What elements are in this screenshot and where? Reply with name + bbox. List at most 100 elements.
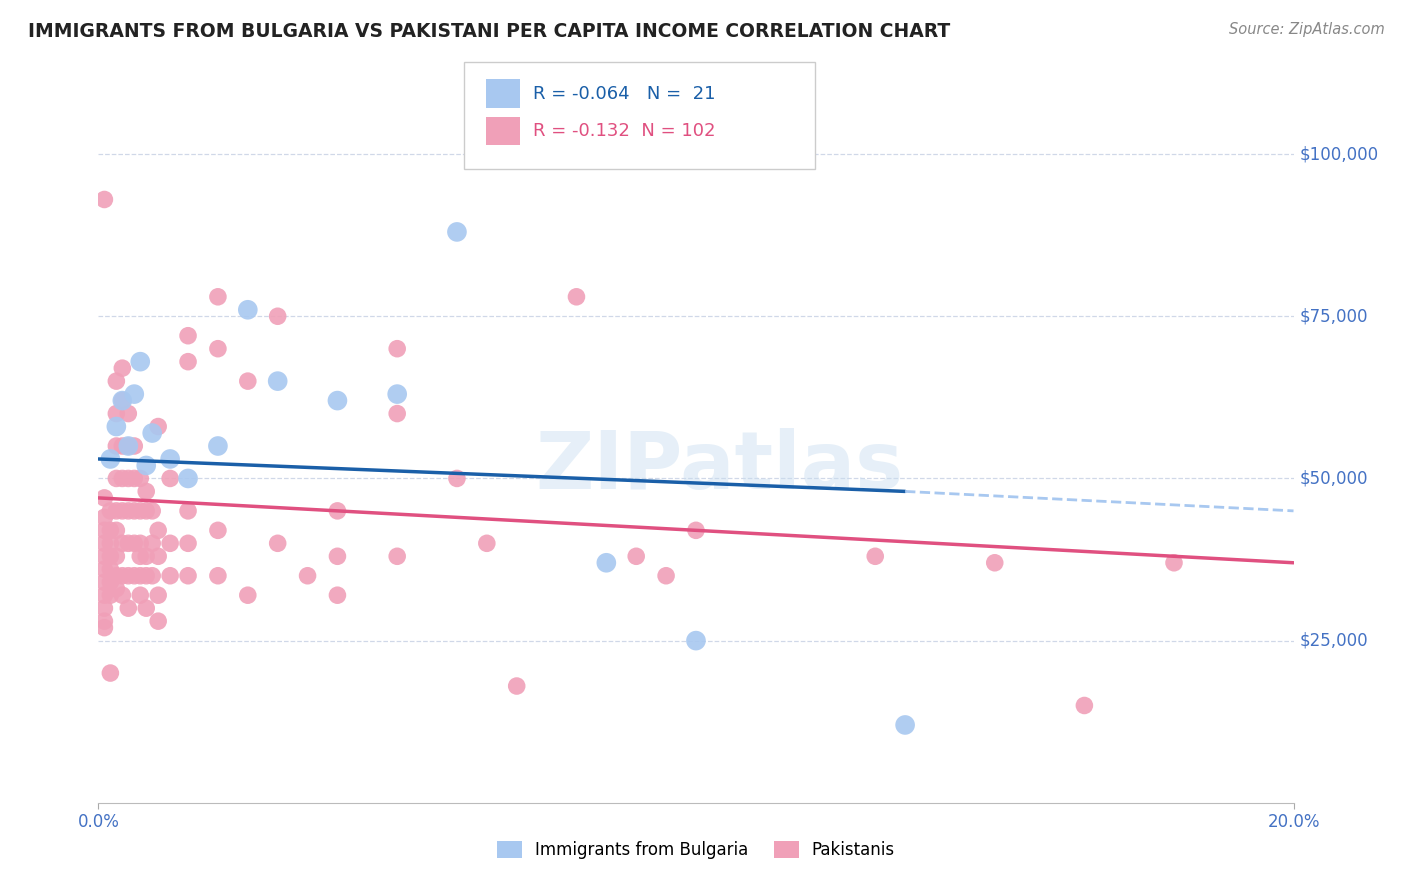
Point <box>267 374 290 388</box>
Point <box>98 562 122 576</box>
Point <box>626 549 648 564</box>
Point <box>117 536 139 550</box>
Point <box>655 568 678 582</box>
Point <box>326 588 349 602</box>
Point <box>159 471 181 485</box>
Point <box>129 568 152 582</box>
Point <box>236 588 259 602</box>
Point <box>117 471 139 485</box>
Point <box>124 504 146 518</box>
Point <box>117 568 139 582</box>
Point <box>326 393 349 408</box>
Point <box>105 407 128 421</box>
Point <box>148 524 170 538</box>
Point <box>93 588 115 602</box>
Point <box>177 504 200 518</box>
Point <box>385 387 409 401</box>
Point <box>93 562 115 576</box>
Point <box>117 601 139 615</box>
Point <box>385 407 409 421</box>
Point <box>124 536 146 550</box>
Text: R = -0.064   N =  21: R = -0.064 N = 21 <box>533 85 716 103</box>
Point <box>1073 698 1095 713</box>
Point <box>297 568 319 582</box>
Point <box>93 510 115 524</box>
Point <box>207 290 229 304</box>
Point <box>135 504 157 518</box>
Point <box>894 718 917 732</box>
Point <box>111 393 134 408</box>
Point <box>93 614 115 628</box>
Point <box>177 568 200 582</box>
Point <box>105 582 128 596</box>
Point <box>98 588 122 602</box>
Point <box>98 549 122 564</box>
Point <box>105 504 128 518</box>
Point <box>984 556 1007 570</box>
Point <box>267 310 290 324</box>
Point <box>129 549 152 564</box>
Text: R = -0.132  N = 102: R = -0.132 N = 102 <box>533 122 716 140</box>
Point <box>159 536 181 550</box>
Point <box>135 568 157 582</box>
Point <box>98 524 122 538</box>
Point <box>111 393 134 408</box>
Point <box>93 193 115 207</box>
Point <box>93 524 115 538</box>
Point <box>267 536 290 550</box>
Point <box>117 504 139 518</box>
Text: $25,000: $25,000 <box>1299 632 1368 649</box>
Point <box>385 342 409 356</box>
Point <box>124 471 146 485</box>
Point <box>148 419 170 434</box>
Point <box>446 225 468 239</box>
Point <box>93 575 115 590</box>
Point <box>111 439 134 453</box>
Point <box>129 536 152 550</box>
Point <box>129 588 152 602</box>
Point <box>98 452 122 467</box>
Point <box>105 549 128 564</box>
Point <box>111 536 134 550</box>
Point <box>207 439 229 453</box>
Point <box>105 471 128 485</box>
Point <box>124 387 146 401</box>
Point <box>385 549 409 564</box>
Point <box>141 536 163 550</box>
Point <box>135 484 157 499</box>
Point <box>124 439 146 453</box>
Point <box>177 354 200 368</box>
Point <box>159 452 181 467</box>
Point <box>98 575 122 590</box>
Text: $75,000: $75,000 <box>1299 307 1368 326</box>
Point <box>117 439 139 453</box>
Point <box>1163 556 1185 570</box>
Point <box>148 588 170 602</box>
Point <box>105 568 128 582</box>
Point <box>865 549 887 564</box>
Point <box>117 439 139 453</box>
Point <box>177 536 200 550</box>
Point <box>117 407 139 421</box>
Point <box>446 471 468 485</box>
Point <box>141 504 163 518</box>
Point <box>177 471 200 485</box>
Point <box>207 524 229 538</box>
Point <box>207 342 229 356</box>
Point <box>326 504 349 518</box>
Point <box>207 568 229 582</box>
Point <box>685 524 707 538</box>
Point <box>506 679 529 693</box>
Point <box>93 491 115 505</box>
Point <box>98 504 122 518</box>
Point <box>93 549 115 564</box>
Point <box>177 328 200 343</box>
Point <box>129 471 152 485</box>
Point <box>135 458 157 473</box>
Point <box>111 361 134 376</box>
Point <box>141 568 163 582</box>
Point <box>105 439 128 453</box>
Point <box>105 374 128 388</box>
Point <box>124 568 146 582</box>
Text: IMMIGRANTS FROM BULGARIA VS PAKISTANI PER CAPITA INCOME CORRELATION CHART: IMMIGRANTS FROM BULGARIA VS PAKISTANI PE… <box>28 22 950 41</box>
